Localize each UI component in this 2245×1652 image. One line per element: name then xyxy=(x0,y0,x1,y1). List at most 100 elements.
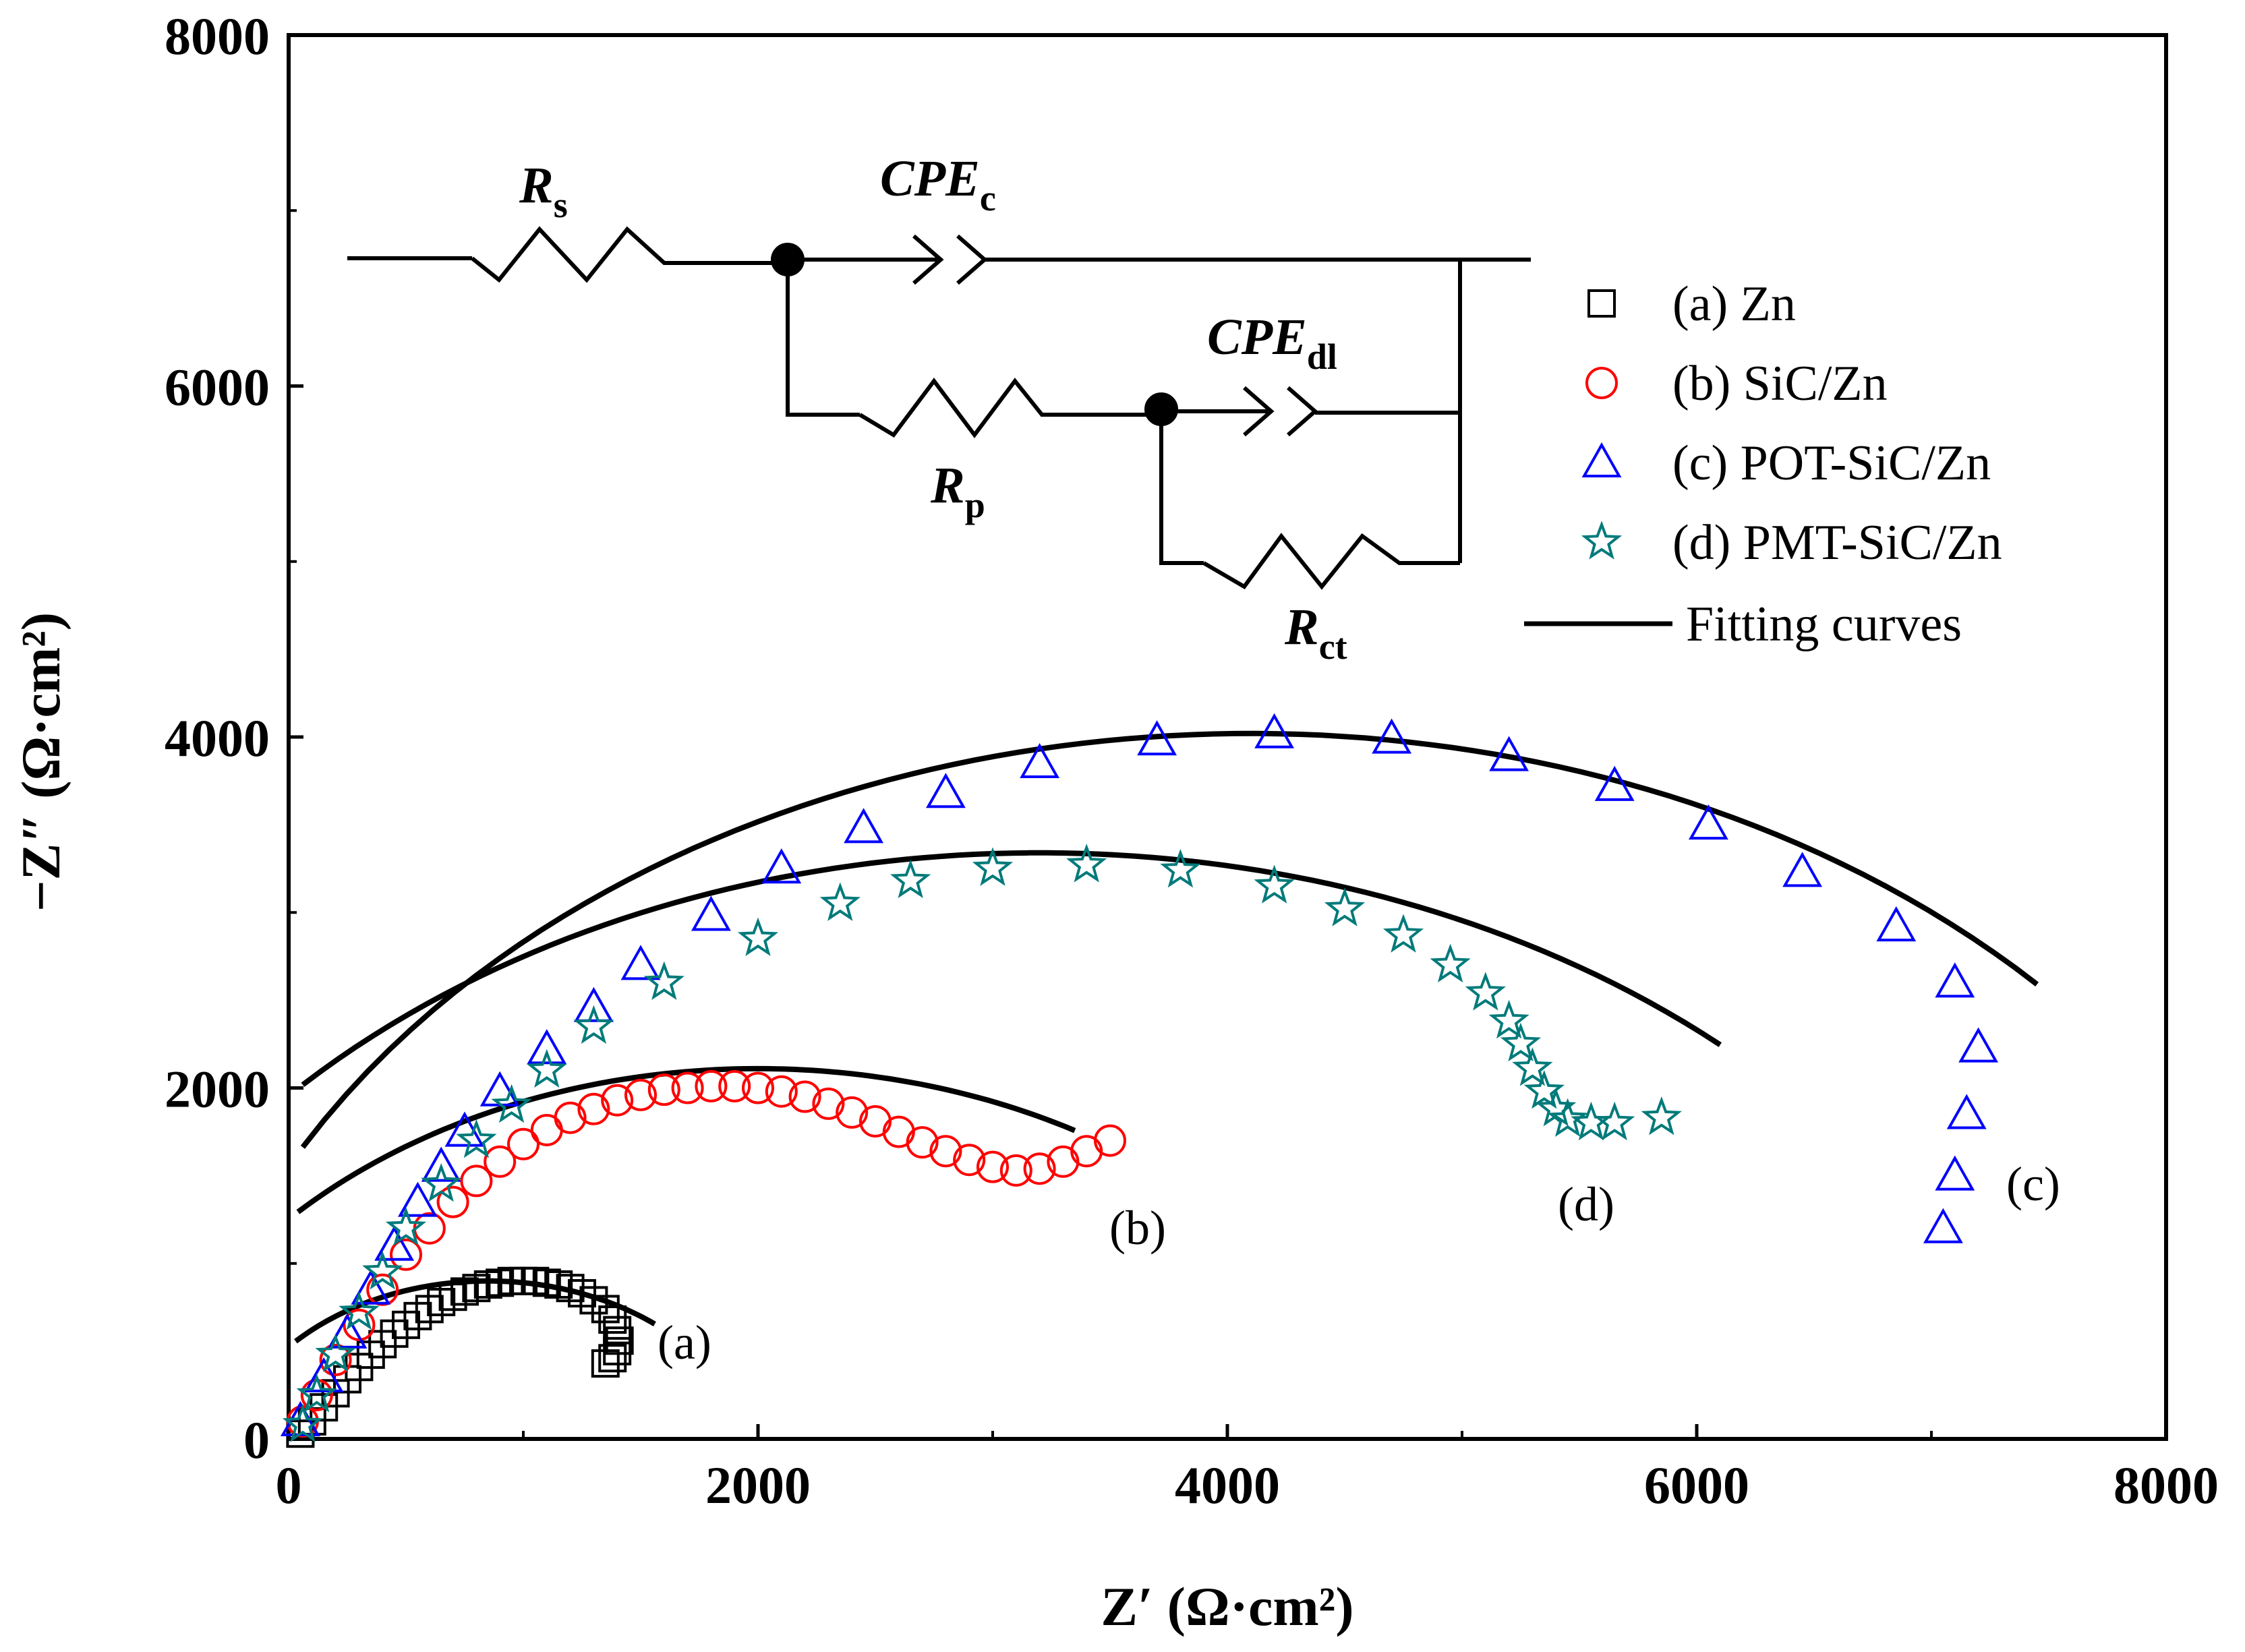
data-point-series-3 xyxy=(1372,718,1412,754)
data-point-series-3 xyxy=(351,1269,391,1305)
data-point-series-4 xyxy=(573,1005,614,1044)
data-point-series-4 xyxy=(362,1251,403,1290)
x-tick-label: 0 xyxy=(276,1456,302,1514)
data-point-series-4 xyxy=(819,882,861,921)
data-point-series-2 xyxy=(788,1080,821,1113)
data-point-series-4 xyxy=(890,859,931,899)
data-point-series-4 xyxy=(1066,844,1107,883)
data-point-series-4 xyxy=(1547,1098,1588,1138)
data-point-series-2 xyxy=(695,1069,728,1102)
legend-label-pot-sic-zn: (c) POT-SiC/Zn xyxy=(1672,436,1991,491)
data-point-series-1 xyxy=(598,1305,627,1334)
data-point-series-2 xyxy=(460,1164,493,1198)
data-point-series-4 xyxy=(315,1333,356,1372)
data-point-series-3 xyxy=(620,945,661,980)
data-point-series-3 xyxy=(1254,713,1295,748)
data-point-series-3 xyxy=(1946,1094,1987,1129)
legend-marker-circle xyxy=(1585,367,1618,399)
data-point-series-2 xyxy=(577,1092,610,1125)
data-markers xyxy=(280,713,1999,1448)
data-point-series-1 xyxy=(598,1344,627,1373)
data-point-series-2 xyxy=(554,1101,587,1134)
data-point-series-2 xyxy=(976,1150,1009,1183)
data-point-series-3 xyxy=(1594,765,1635,801)
data-point-series-3 xyxy=(527,1029,567,1065)
fitting-curves xyxy=(294,730,2039,1344)
label-cpe-c: CPEc xyxy=(880,150,996,218)
data-point-series-3 xyxy=(1782,852,1823,887)
data-point-series-4 xyxy=(1488,999,1529,1039)
x-tick-label: 2000 xyxy=(705,1456,811,1514)
data-point-series-4 xyxy=(1500,1022,1542,1062)
data-point-series-3 xyxy=(1489,736,1529,771)
data-point-series-4 xyxy=(1594,1101,1635,1141)
data-point-series-2 xyxy=(812,1087,845,1120)
data-point-series-4 xyxy=(1254,864,1295,904)
y-tick-label: 4000 xyxy=(165,709,270,767)
data-point-series-2 xyxy=(953,1144,986,1177)
data-point-series-3 xyxy=(374,1225,415,1261)
data-point-series-2 xyxy=(718,1069,751,1102)
fitting-curve-fit-b xyxy=(296,1065,1076,1214)
curve-tag-b: (b) xyxy=(1109,1201,1166,1255)
axis-ticks: 0 2000 4000 6000 8000 0 2000 4000 6000 8000 xyxy=(165,7,2219,1514)
data-point-series-2 xyxy=(671,1071,704,1104)
legend-label-zn: (a) Zn xyxy=(1672,276,1796,332)
data-point-series-4 xyxy=(972,847,1014,886)
legend-markers xyxy=(1581,289,1623,560)
resistor-rct-symbol xyxy=(1202,533,1460,590)
data-point-series-4 xyxy=(1523,1069,1565,1109)
label-rp: Rp xyxy=(930,457,985,525)
fitting-curve-fit-d xyxy=(301,850,1722,1088)
data-point-series-4 xyxy=(385,1206,427,1246)
data-point-series-1 xyxy=(603,1316,632,1345)
legend-marker-square xyxy=(1587,289,1616,318)
legend-label-pmt-sic-zn: (d) PMT-SiC/Zn xyxy=(1672,515,2002,570)
data-point-series-3 xyxy=(1137,720,1177,756)
curve-tag-d: (d) xyxy=(1558,1177,1614,1231)
data-point-series-2 xyxy=(343,1308,376,1341)
data-point-series-4 xyxy=(643,961,684,1001)
data-point-series-2 xyxy=(999,1154,1032,1187)
resistor-rp-symbol xyxy=(858,378,1157,438)
legend-label-sic-zn: (b) SiC/Zn xyxy=(1672,356,1888,411)
y-tick-label: 2000 xyxy=(165,1060,270,1119)
circuit-wire-node1-down xyxy=(786,274,860,417)
y-tick-label: 6000 xyxy=(165,358,270,417)
legend-label-fitting: Fitting curves xyxy=(1686,597,1962,652)
data-point-series-2 xyxy=(647,1073,680,1107)
data-point-series-2 xyxy=(624,1078,657,1111)
data-point-series-3 xyxy=(1688,804,1728,840)
data-point-series-1 xyxy=(591,1349,620,1378)
data-point-series-4 xyxy=(1641,1096,1682,1135)
data-point-series-2 xyxy=(906,1126,939,1159)
data-point-series-3 xyxy=(844,808,884,844)
label-rs: Rs xyxy=(519,157,568,225)
data-point-series-4 xyxy=(491,1084,532,1123)
y-tick-label: 0 xyxy=(243,1411,270,1469)
circuit-node-1 xyxy=(771,243,805,276)
data-point-series-2 xyxy=(929,1135,962,1168)
x-tick-label: 8000 xyxy=(2113,1456,2219,1514)
data-point-series-2 xyxy=(484,1145,517,1178)
data-point-series-3 xyxy=(925,773,966,808)
data-point-series-4 xyxy=(1465,972,1506,1011)
data-point-series-3 xyxy=(573,986,614,1022)
data-point-series-2 xyxy=(742,1071,774,1104)
data-point-series-4 xyxy=(737,917,779,956)
equivalent-circuit-inset xyxy=(347,226,1531,590)
data-point-series-2 xyxy=(507,1127,540,1160)
data-point-series-2 xyxy=(836,1096,869,1129)
data-point-series-3 xyxy=(761,848,802,884)
data-point-series-4 xyxy=(1324,887,1366,926)
y-tick-label: 8000 xyxy=(165,7,270,65)
circuit-labels: Rs CPEc Rp CPEdl Rct xyxy=(519,150,1347,667)
data-point-series-4 xyxy=(1382,914,1424,953)
label-cpe-dl: CPEdl xyxy=(1207,309,1337,377)
data-point-series-4 xyxy=(1430,943,1471,983)
data-point-series-3 xyxy=(327,1313,368,1349)
data-point-series-4 xyxy=(282,1403,323,1442)
legend-marker-star xyxy=(1581,521,1623,560)
data-point-series-3 xyxy=(421,1146,461,1182)
